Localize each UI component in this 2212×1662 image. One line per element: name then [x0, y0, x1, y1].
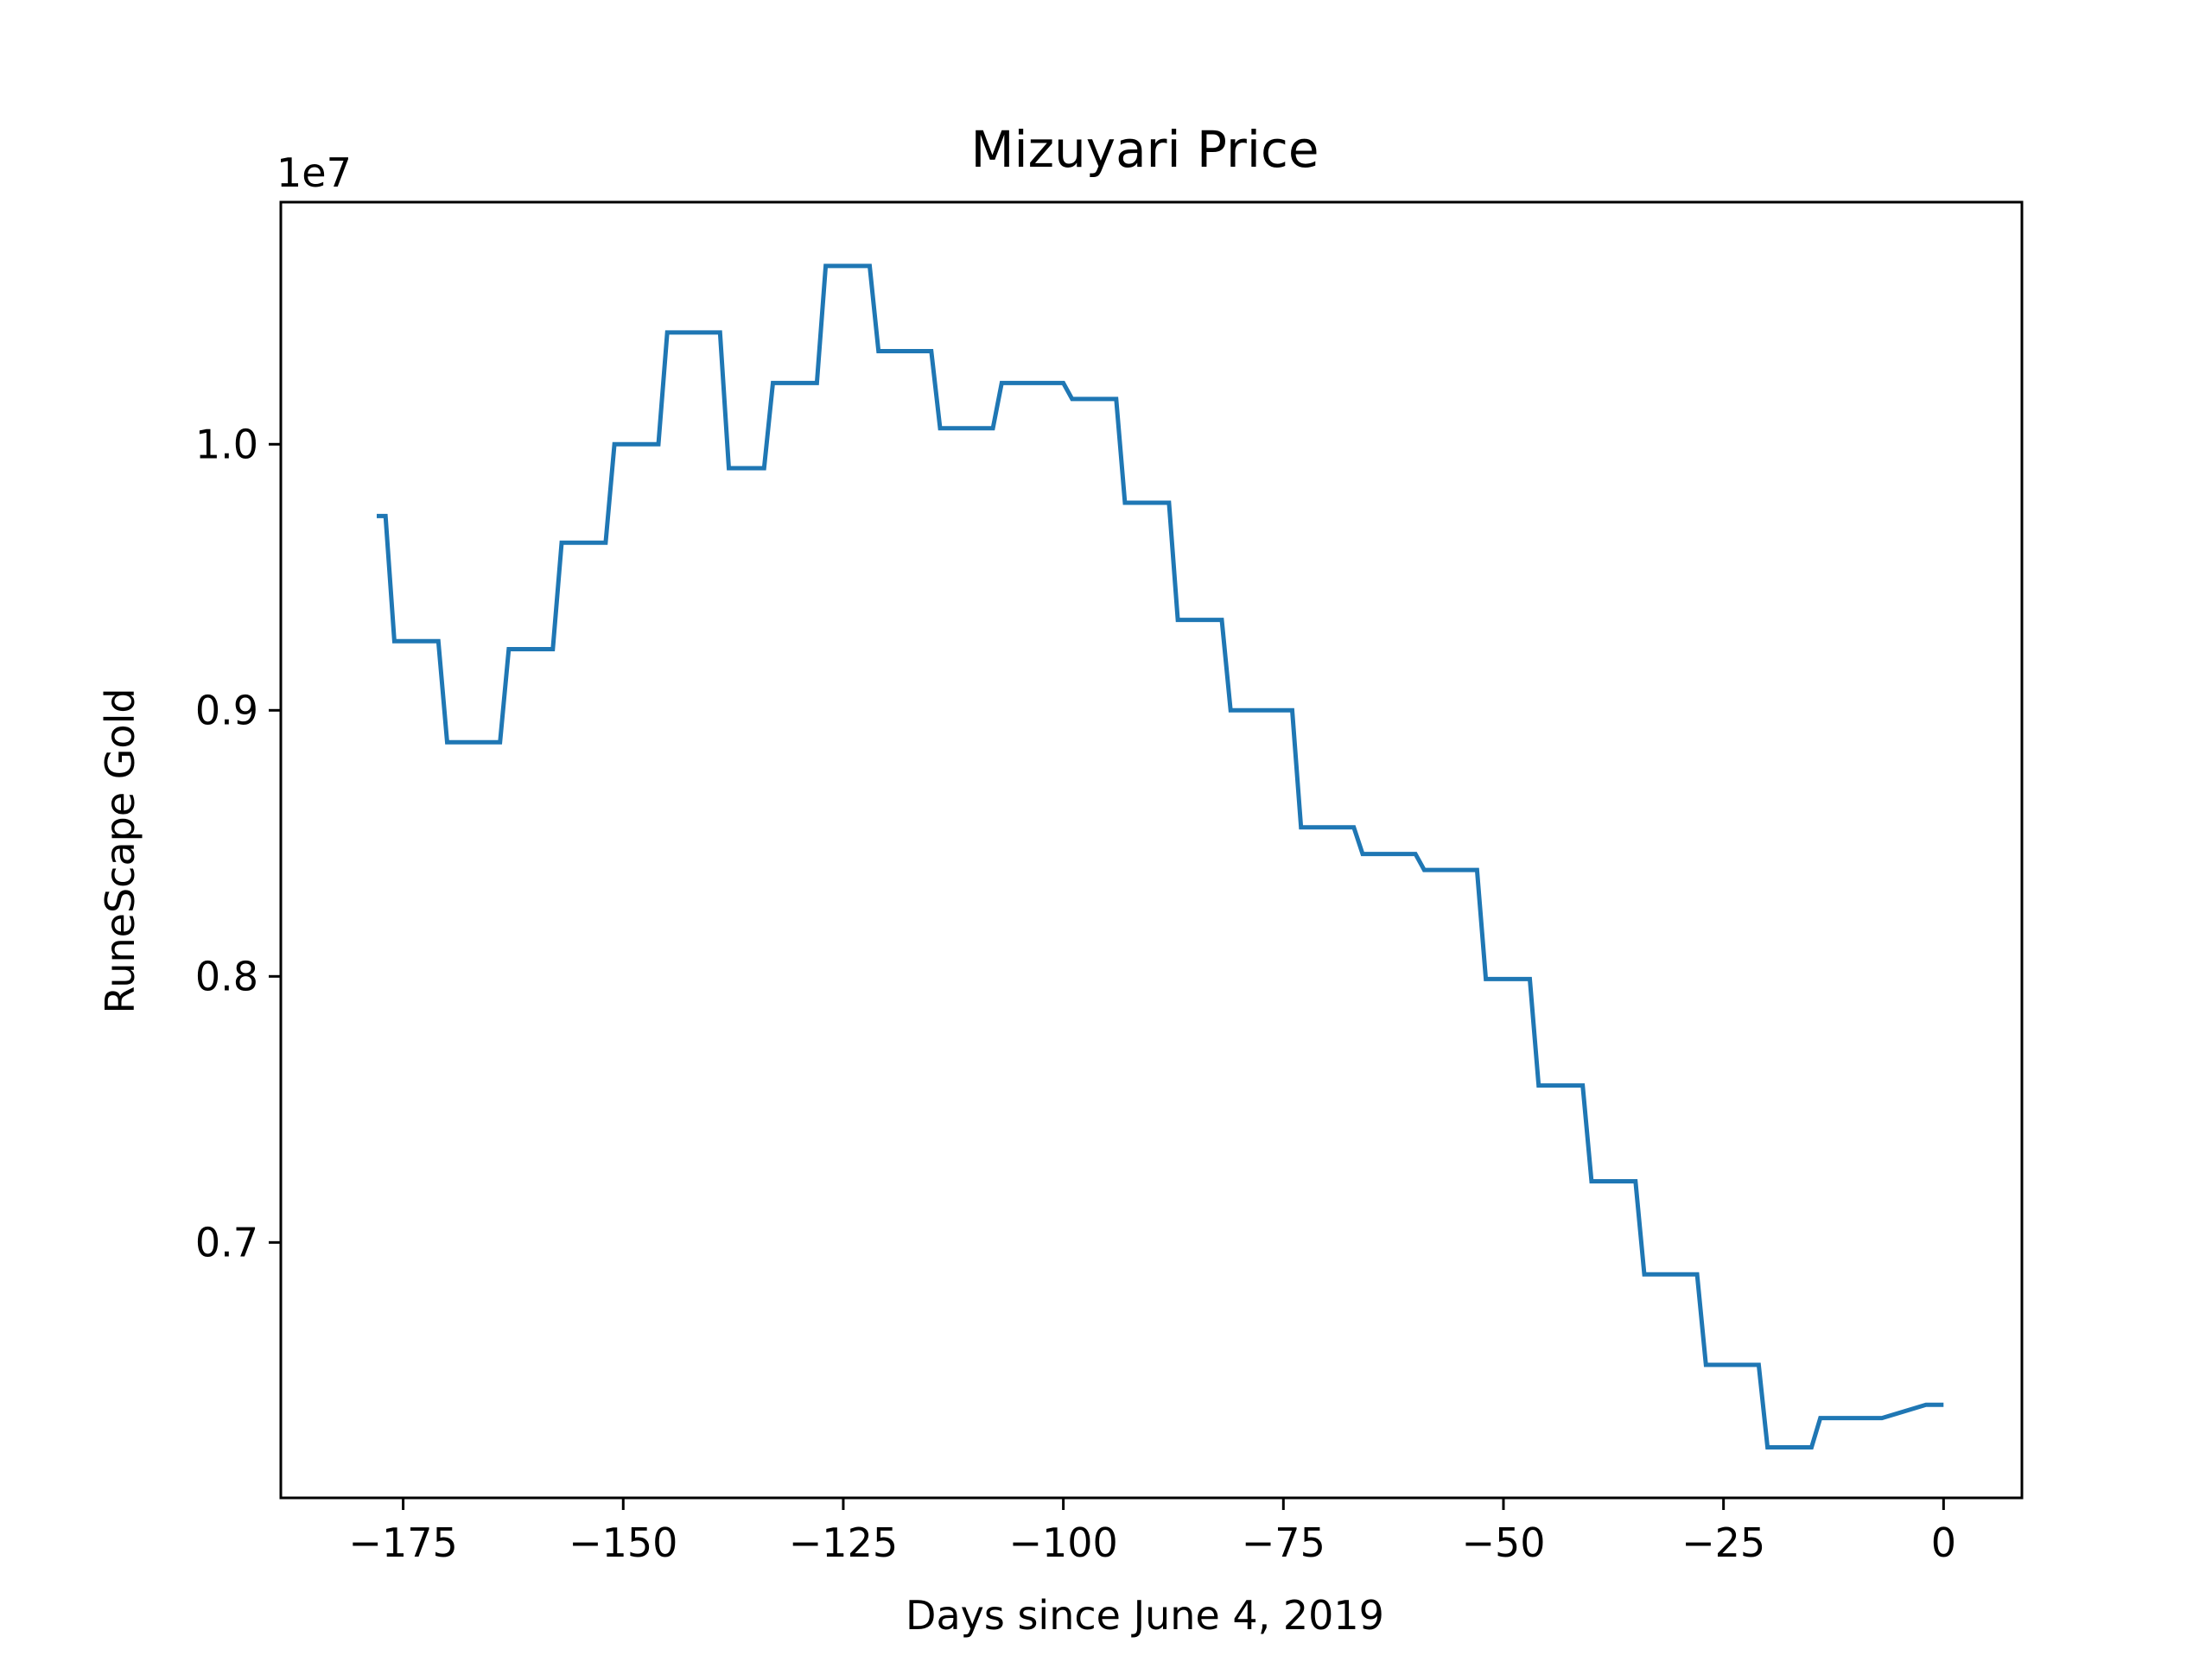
x-tick-label: 0 [1931, 1519, 1956, 1566]
x-tick-label: −150 [569, 1519, 677, 1566]
y-tick-label: 0.7 [195, 1219, 258, 1266]
y-axis-ticks: 0.7 0.8 0.9 1.0 [195, 421, 281, 1266]
y-tick-label: 1.0 [195, 421, 258, 467]
x-tick-label: −50 [1461, 1519, 1545, 1566]
y-tick-label: 0.9 [195, 687, 258, 733]
series-line-0 [377, 263, 1944, 1449]
y-tick-label: 0.8 [195, 953, 258, 999]
plot-area-frame [279, 200, 2024, 1500]
x-tick-label: −75 [1242, 1519, 1325, 1566]
series-group [377, 263, 1944, 1449]
chart-title: Mizuyari Price [970, 120, 1319, 179]
x-tick-label: −125 [789, 1519, 898, 1566]
y-axis-offset-label: 1e7 [276, 149, 352, 196]
x-axis-ticks: −175 −150 −125 −100 −75 −50 −25 0 [348, 1498, 1956, 1566]
y-axis-label: RuneScape Gold [97, 688, 143, 1013]
x-axis-label: Days since June 4, 2019 [906, 1592, 1384, 1639]
x-tick-label: −25 [1681, 1519, 1765, 1566]
x-tick-label: −100 [1008, 1519, 1117, 1566]
x-tick-label: −175 [348, 1519, 457, 1566]
